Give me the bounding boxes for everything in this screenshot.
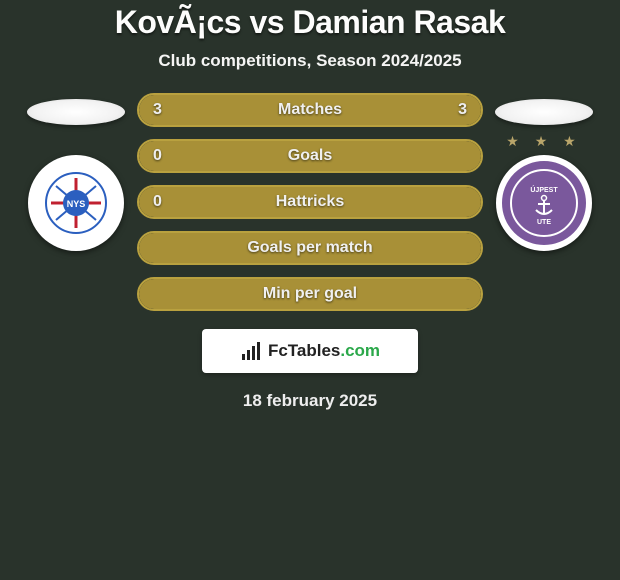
left-club-shield-icon: NYS <box>45 172 107 234</box>
date-label: 18 february 2025 <box>0 391 620 411</box>
brand-main: Tables <box>288 341 341 360</box>
left-club-badge-inner: NYS <box>34 161 118 245</box>
right-club-badge: ÚJPEST UTE <box>496 155 592 251</box>
svg-text:UTE: UTE <box>537 219 551 226</box>
brand-box[interactable]: FcTables.com <box>202 329 418 373</box>
right-badge-wrap: ★ ★ ★ ÚJPEST UTE <box>496 155 592 251</box>
brand-chart-icon <box>240 340 262 362</box>
right-player-oval <box>495 99 593 125</box>
stats-column: 3 Matches 3 0 Goals 0 Hattricks Goals pe… <box>137 93 483 311</box>
left-side: NYS <box>27 93 125 251</box>
left-player-oval <box>27 99 125 125</box>
stat-bar-min-per-goal: Min per goal <box>137 277 483 311</box>
main-row: NYS 3 Matches 3 0 Goals 0 <box>0 93 620 311</box>
svg-text:ÚJPEST: ÚJPEST <box>530 185 558 194</box>
right-club-badge-inner: ÚJPEST UTE <box>510 169 578 237</box>
stat-bar-matches: 3 Matches 3 <box>137 93 483 127</box>
svg-text:NYS: NYS <box>67 199 86 209</box>
brand-text: FcTables.com <box>268 341 380 361</box>
right-side: ★ ★ ★ ÚJPEST UTE <box>495 93 593 251</box>
brand-suffix: .com <box>340 341 380 360</box>
stat-label: Matches <box>139 101 481 119</box>
star-icons: ★ ★ ★ <box>496 133 592 150</box>
right-club-anchor-icon: ÚJPEST UTE <box>521 180 567 226</box>
page-subtitle: Club competitions, Season 2024/2025 <box>0 51 620 71</box>
stat-label: Goals per match <box>139 239 481 257</box>
stat-right-value: 3 <box>447 101 467 119</box>
stat-label: Min per goal <box>139 285 481 303</box>
stat-label: Hattricks <box>139 193 481 211</box>
stat-bar-hattricks: 0 Hattricks <box>137 185 483 219</box>
left-club-badge: NYS <box>28 155 124 251</box>
stat-bar-goals-per-match: Goals per match <box>137 231 483 265</box>
stat-bar-goals: 0 Goals <box>137 139 483 173</box>
stat-label: Goals <box>139 147 481 165</box>
comparison-card: KovÃ¡cs vs Damian Rasak Club competition… <box>0 0 620 411</box>
page-title: KovÃ¡cs vs Damian Rasak <box>0 4 620 41</box>
brand-prefix: Fc <box>268 341 288 360</box>
